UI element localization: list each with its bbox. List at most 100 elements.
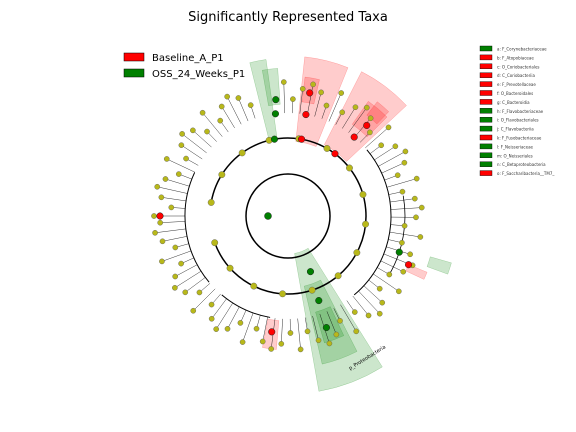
leaf-spoke bbox=[378, 151, 406, 167]
taxa-legend-swatch-e bbox=[479, 81, 493, 87]
leaf-node bbox=[208, 301, 215, 308]
leaf-spoke bbox=[185, 277, 206, 293]
leaf-node bbox=[218, 103, 225, 110]
leaf-node bbox=[412, 195, 418, 202]
leaf-node bbox=[413, 214, 419, 221]
clade-node bbox=[323, 145, 331, 152]
marker-i bbox=[271, 110, 279, 118]
leaf-node bbox=[351, 309, 358, 315]
leaf-node bbox=[333, 331, 340, 338]
leaf-spoke bbox=[162, 236, 188, 242]
leaf-node bbox=[386, 271, 393, 278]
legend-swatch-oss bbox=[123, 68, 145, 78]
class-arc-a bbox=[221, 294, 271, 318]
leaf-node bbox=[304, 328, 311, 335]
leaf-spoke bbox=[175, 264, 198, 277]
clade-node bbox=[207, 199, 215, 206]
clade-shade-g bbox=[295, 56, 349, 147]
leaf-node bbox=[259, 338, 266, 345]
clade-node bbox=[218, 171, 226, 179]
leaf-spoke bbox=[389, 231, 421, 238]
leaf-node bbox=[159, 238, 166, 245]
leaf-spoke bbox=[373, 273, 399, 292]
marker-k bbox=[268, 328, 276, 336]
leaf-spoke bbox=[211, 298, 227, 319]
leaf-spoke bbox=[192, 130, 212, 148]
leaf-node bbox=[338, 90, 345, 96]
leaf-node bbox=[159, 258, 165, 265]
marker-a bbox=[395, 248, 403, 256]
order-arc bbox=[388, 195, 406, 275]
taxa-legend-label-j: j: C_Flavobacteriia bbox=[496, 127, 534, 132]
leaf-node bbox=[363, 104, 370, 111]
leaf-node bbox=[413, 175, 420, 182]
leaf-node bbox=[399, 239, 405, 246]
leaf-spoke bbox=[314, 92, 322, 117]
leaf-spoke bbox=[374, 146, 396, 161]
leaf-node bbox=[339, 109, 346, 116]
leaf-node bbox=[407, 251, 413, 258]
taxa-legend-label-d: d: C_Coriobacteriia bbox=[497, 73, 535, 78]
leaf-spoke bbox=[242, 312, 254, 343]
clade-highlights bbox=[249, 56, 452, 392]
leaf-spoke bbox=[348, 107, 367, 133]
clade-node bbox=[308, 286, 316, 294]
leaf-node bbox=[179, 131, 185, 137]
marker-l bbox=[322, 324, 330, 332]
leaf-node bbox=[172, 285, 178, 291]
chart-title: Significantly Represented Taxa bbox=[188, 10, 388, 25]
leaf-spoke bbox=[390, 207, 422, 210]
leaf-spoke bbox=[262, 316, 268, 342]
marker-f bbox=[302, 111, 310, 119]
leaf-node bbox=[400, 268, 407, 275]
leaf-node bbox=[396, 288, 402, 295]
marker-d bbox=[331, 150, 339, 158]
leaf-node bbox=[417, 234, 424, 240]
leaf-node bbox=[280, 79, 287, 85]
taxa-legend-swatch-f bbox=[479, 90, 493, 96]
leaf-node bbox=[318, 89, 324, 96]
marker-o bbox=[404, 261, 413, 269]
leaf-node bbox=[224, 326, 231, 332]
clade-node bbox=[334, 272, 342, 280]
clade-node bbox=[279, 290, 286, 298]
taxa-legend-label-a: a: F_Corynebacteriaceae bbox=[497, 47, 547, 52]
leaf-node bbox=[204, 128, 210, 135]
leaf-spoke bbox=[166, 158, 195, 173]
leaf-node bbox=[326, 340, 333, 347]
leaf-spoke bbox=[202, 112, 223, 137]
leaf-spoke bbox=[342, 107, 356, 129]
leaf-node bbox=[178, 142, 185, 148]
taxa-legend-label-e: e: F_Prevotellaceae bbox=[497, 82, 536, 87]
leaf-spoke bbox=[299, 88, 303, 114]
marker-c bbox=[350, 133, 358, 141]
leaf-spoke bbox=[161, 250, 192, 262]
leaf-node bbox=[182, 289, 189, 296]
leaf-node bbox=[183, 155, 189, 162]
leaf-node bbox=[323, 102, 330, 109]
taxa-legend-swatch-o bbox=[479, 170, 493, 176]
leaf-node bbox=[299, 86, 306, 92]
leaf-node bbox=[154, 183, 161, 190]
leaf-node bbox=[392, 143, 399, 150]
leaf-spoke bbox=[155, 228, 186, 233]
clade-node bbox=[250, 282, 258, 290]
leaf-spoke bbox=[165, 178, 190, 187]
leaf-spoke bbox=[227, 306, 240, 329]
leaf-spoke bbox=[312, 315, 319, 341]
taxa-legend-label-f: f: O_Bacteroidales bbox=[497, 91, 533, 96]
leaf-spoke bbox=[238, 97, 249, 122]
leaf-spoke bbox=[326, 311, 337, 335]
taxa-legend-swatch-i bbox=[479, 116, 493, 123]
leaf-spoke bbox=[365, 127, 389, 149]
leaf-node bbox=[247, 102, 254, 108]
leaf-spoke bbox=[340, 304, 357, 332]
leaf-spoke bbox=[161, 197, 187, 202]
taxa-legend-swatch-g bbox=[479, 99, 493, 105]
marker-n bbox=[306, 268, 315, 276]
leaf-spoke bbox=[226, 96, 242, 125]
leaf-spoke bbox=[160, 221, 186, 223]
clade-node bbox=[353, 249, 361, 257]
leaf-node bbox=[190, 307, 197, 314]
